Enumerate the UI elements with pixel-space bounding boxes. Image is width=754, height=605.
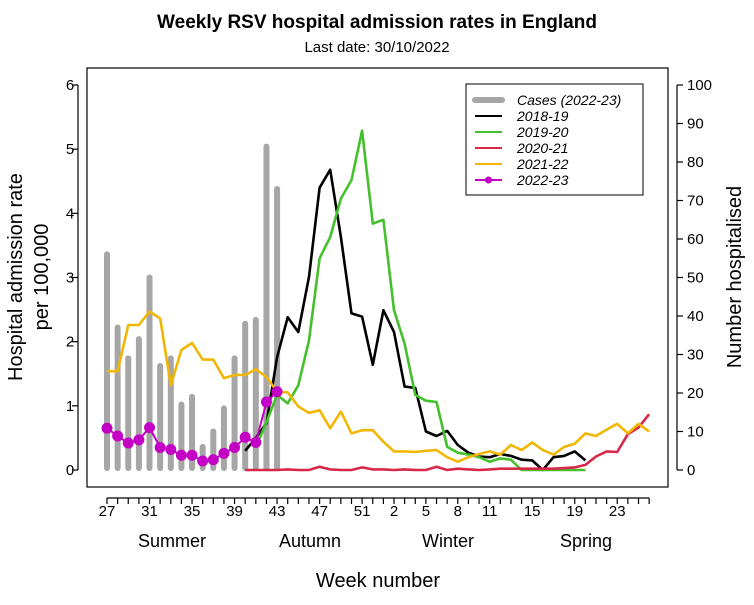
x-tick-label: 19 <box>566 503 583 520</box>
season-label: Winter <box>422 531 474 551</box>
y-right-tick-label: 60 <box>687 231 704 248</box>
season-labels: Summer Autumn Winter Spring <box>138 531 612 551</box>
season-label: Summer <box>138 531 206 551</box>
x-tick-label: 39 <box>226 503 243 520</box>
point-2022-23 <box>175 449 187 461</box>
point-2022-23 <box>122 437 134 449</box>
x-tick-label: 2 <box>390 503 398 520</box>
legend-label: 2020-21 <box>516 140 568 156</box>
y-right-tick-label: 40 <box>687 308 704 325</box>
legend-label: Cases (2022-23) <box>517 92 621 108</box>
x-tick-label: 23 <box>609 503 626 520</box>
point-2022-23 <box>250 436 262 448</box>
x-tick-label: 35 <box>184 503 201 520</box>
point-2022-23 <box>271 386 283 398</box>
x-tick-label: 11 <box>482 503 498 520</box>
plot-frame <box>86 67 669 488</box>
y-right-tick-label: 0 <box>687 462 695 479</box>
point-2022-23 <box>239 431 251 443</box>
x-tick-label: 43 <box>269 503 286 520</box>
y-right-tick-label: 100 <box>687 77 712 94</box>
legend-label: 2021-22 <box>516 156 569 172</box>
y-axis-left-label-line2: per 100,000 <box>31 224 53 331</box>
point-2022-23 <box>165 443 177 455</box>
legend-label: 2022-23 <box>516 172 569 188</box>
chart-subtitle: Last date: 30/10/2022 <box>304 39 449 56</box>
point-2022-23 <box>260 396 272 408</box>
y-left-tick-label: 3 <box>66 270 74 287</box>
legend: Cases (2022-23)2018-192019-202020-212021… <box>465 83 644 196</box>
series-line-2018-19 <box>244 168 587 472</box>
legend-marker <box>485 176 492 184</box>
season-label: Autumn <box>279 531 341 551</box>
y-right-tick-label: 80 <box>687 154 704 171</box>
x-tick-label: 31 <box>141 503 158 520</box>
point-2022-23 <box>229 442 241 454</box>
y-right-tick-label: 30 <box>687 347 704 364</box>
legend-label: 2018-19 <box>516 108 569 124</box>
y-left-tick-label: 4 <box>66 205 74 222</box>
y-left-tick-label: 6 <box>66 77 74 94</box>
point-2022-23 <box>154 442 166 454</box>
point-2022-23 <box>186 449 198 461</box>
x-tick-label: 27 <box>99 503 116 520</box>
series-line-2020-21 <box>245 413 651 472</box>
y-right-tick-label: 90 <box>687 116 704 133</box>
x-tick-label: 8 <box>454 503 462 520</box>
y-right-tick-label: 20 <box>687 385 704 402</box>
point-2022-23 <box>218 447 230 459</box>
y-axis-right-label: Number hospitalised <box>724 186 746 368</box>
x-tick-label: 15 <box>524 503 541 520</box>
x-tick-label: 47 <box>311 503 328 520</box>
legend-label: 2019-20 <box>516 124 569 140</box>
y-right-tick-label: 10 <box>687 424 704 441</box>
season-label: Spring <box>560 531 612 551</box>
bars-group <box>104 143 281 471</box>
point-2022-23 <box>101 422 113 434</box>
point-2022-23 <box>133 434 145 446</box>
y-right-tick-label: 70 <box>687 193 704 210</box>
y-left-tick-label: 5 <box>66 141 74 158</box>
point-2022-23 <box>197 455 209 467</box>
y-axis-left-label-line1: Hospital admission rate <box>5 173 27 381</box>
chart-title: Weekly RSV hospital admission rates in E… <box>157 12 597 33</box>
x-axis-label: Week number <box>316 570 440 592</box>
point-2022-23 <box>207 454 219 466</box>
y-right-tick-label: 50 <box>687 270 704 287</box>
x-tick-label: 5 <box>422 503 430 520</box>
y-left-tick-label: 0 <box>66 462 74 479</box>
axes-group: 27 31 35 39 43 47 51 2 5 8 11 15 19 23012345601020304… <box>66 77 712 520</box>
lines-group <box>101 129 651 472</box>
series-line-2021-22 <box>107 310 650 463</box>
point-2022-23 <box>144 422 156 434</box>
y-left-tick-label: 1 <box>66 398 74 415</box>
x-tick-label: 51 <box>354 503 371 520</box>
y-left-tick-label: 2 <box>66 334 74 351</box>
point-2022-23 <box>112 430 124 442</box>
